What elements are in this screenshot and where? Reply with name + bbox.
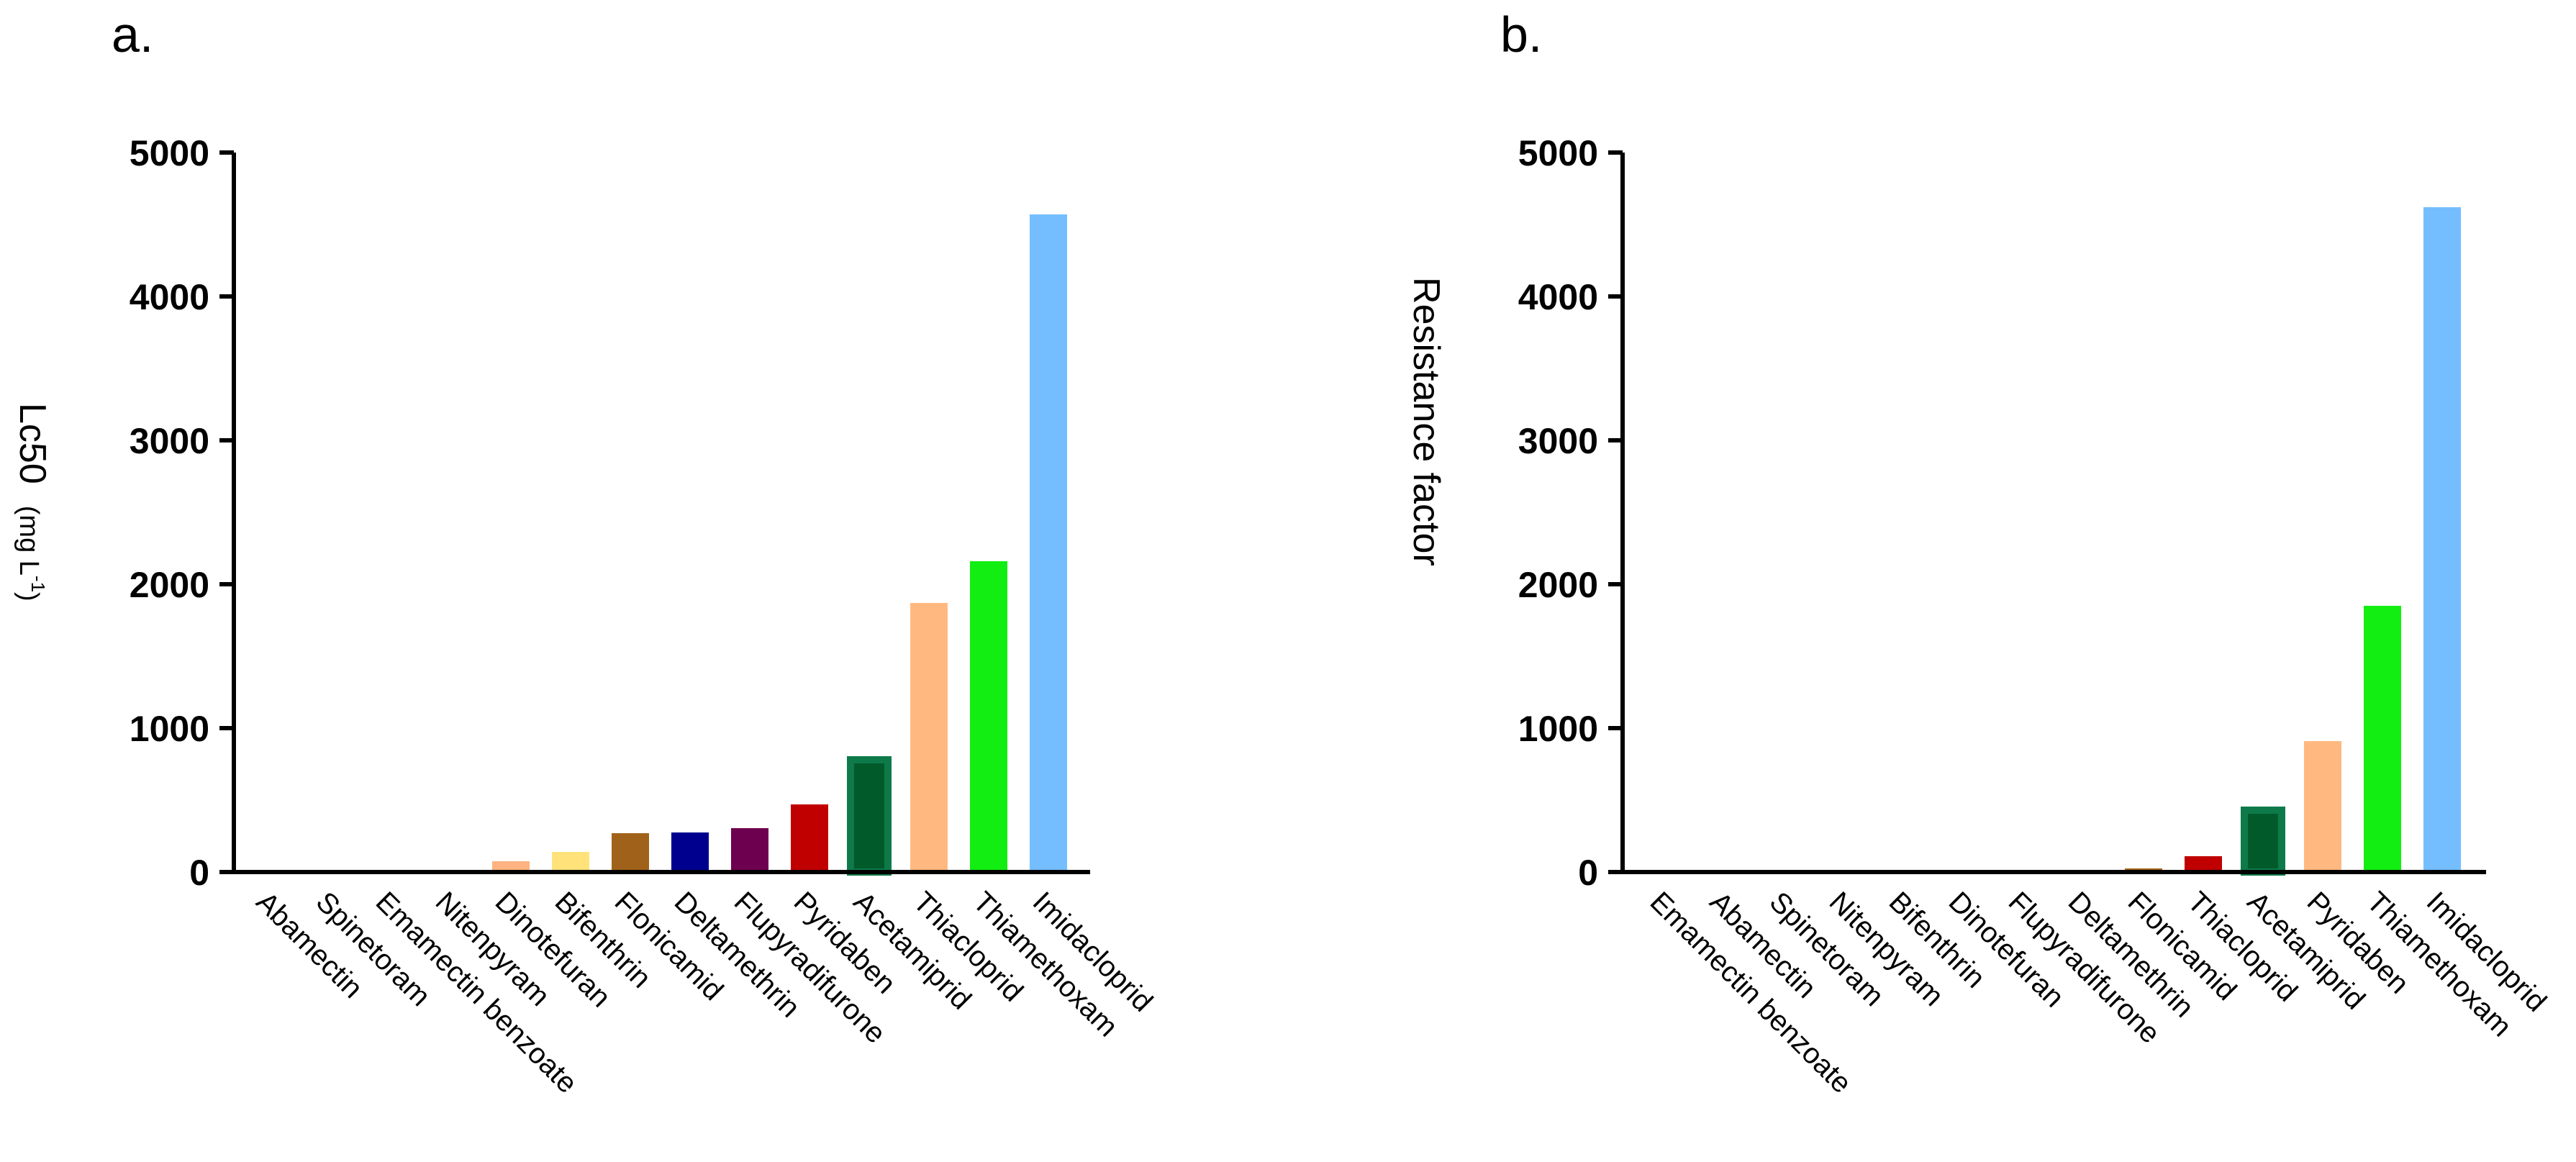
y-axis-a: 0 1000 2000 3000 4000 5000 bbox=[130, 133, 234, 893]
bar-pyridaben bbox=[2304, 741, 2341, 872]
bar-imidacloprid bbox=[1030, 214, 1067, 872]
y-axis-title-a-sup: -1 bbox=[27, 576, 49, 592]
bar-acetamiprid bbox=[2241, 807, 2285, 876]
bar-flupyradifurone bbox=[731, 828, 768, 872]
bar-flonicamid bbox=[612, 833, 649, 872]
bars-b bbox=[1647, 207, 2461, 876]
bar-thiacloprid bbox=[910, 603, 948, 872]
chart-a-lc50: a. Lc50 (mg L-1) 0 1000 2000 3000 4000 5000 Ab… bbox=[12, 6, 1158, 1099]
y-tick-label: 5000 bbox=[1518, 133, 1598, 173]
bar-thiacloprid bbox=[2185, 856, 2222, 872]
y-axis-title-a: Lc50 (mg L-1) bbox=[12, 403, 53, 602]
bar-acetamiprid bbox=[847, 756, 892, 876]
bar-imidacloprid bbox=[2423, 207, 2461, 872]
y-tick-label: 2000 bbox=[130, 565, 209, 605]
y-tick-label: 1000 bbox=[1518, 709, 1598, 749]
y-tick-label: 2000 bbox=[1518, 565, 1598, 605]
bar-thiamethoxam bbox=[970, 561, 1007, 872]
y-axis-title-a-close: ) bbox=[14, 592, 44, 602]
bar-bifenthrin bbox=[552, 852, 589, 872]
y-tick-label: 4000 bbox=[130, 277, 209, 317]
chart-b-resistance-factor: b. Resistance factor 0 1000 2000 3000 4000 50… bbox=[1405, 6, 2552, 1099]
bar-dinotefuran bbox=[492, 861, 530, 872]
panel-label-a: a. bbox=[112, 6, 153, 63]
panel-label-b: b. bbox=[1500, 6, 1542, 63]
bar-pyridaben bbox=[791, 804, 828, 872]
y-tick-label: 1000 bbox=[130, 709, 209, 749]
y-axis-b: 0 1000 2000 3000 4000 5000 bbox=[1518, 133, 1623, 893]
y-tick-label: 5000 bbox=[130, 133, 209, 173]
y-tick-label: 0 bbox=[189, 853, 209, 893]
y-tick-label: 3000 bbox=[1518, 421, 1598, 461]
y-tick-label: 0 bbox=[1578, 853, 1598, 893]
bar-thiamethoxam bbox=[2364, 606, 2401, 872]
y-axis-title-b: Resistance factor bbox=[1405, 277, 1447, 566]
bars-a bbox=[253, 214, 1067, 876]
y-axis-title-a-main: Lc50 bbox=[12, 403, 53, 484]
y-axis-title-a-unit: (mg L bbox=[14, 506, 44, 576]
bar-deltamethrin bbox=[671, 832, 709, 872]
x-axis-b: Emamectin benzoateAbamectinSpinetoramNit… bbox=[1644, 886, 2553, 1099]
y-tick-label: 3000 bbox=[130, 421, 209, 461]
y-tick-label: 4000 bbox=[1518, 277, 1598, 317]
